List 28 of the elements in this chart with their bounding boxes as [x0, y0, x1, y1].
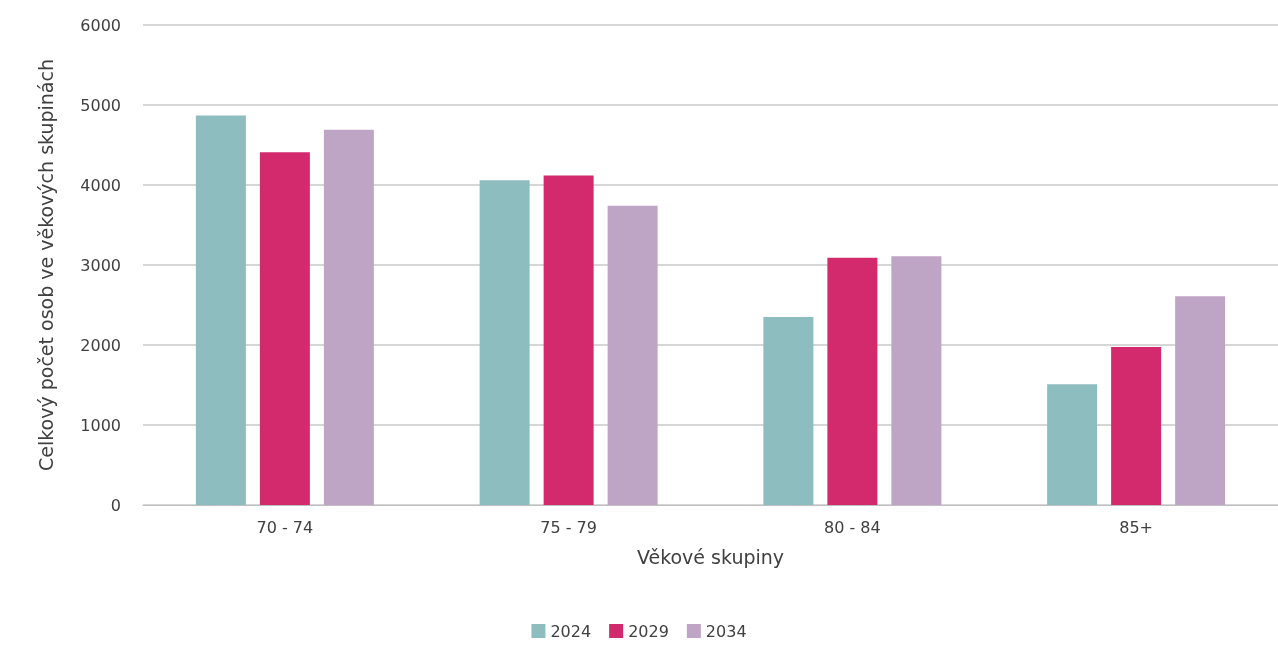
bar — [1175, 296, 1226, 505]
x-tick-label: 70 - 74 — [256, 517, 314, 537]
y-tick-label: 3000 — [80, 255, 121, 275]
legend-label: 2029 — [628, 621, 669, 641]
bar — [607, 205, 658, 505]
legend-label: 2034 — [705, 621, 747, 641]
y-tick-label: 6000 — [80, 15, 121, 35]
y-tick-label: 1000 — [80, 415, 121, 435]
bar — [195, 115, 246, 505]
bar — [1047, 384, 1098, 505]
x-tick-label: 85+ — [1119, 517, 1154, 537]
bar — [891, 256, 942, 505]
bar — [479, 180, 530, 505]
x-tick-label: 80 - 84 — [824, 517, 881, 537]
bar — [323, 129, 374, 505]
y-tick-label: 5000 — [80, 95, 121, 115]
y-tick-label: 4000 — [80, 175, 121, 195]
y-tick-label: 2000 — [80, 335, 121, 355]
y-tick-label: 0 — [110, 495, 121, 515]
y-axis-title: Celkový počet osob ve věkových skupinách — [34, 58, 57, 472]
x-tick-label: 75 - 79 — [540, 517, 597, 537]
bar — [827, 257, 878, 505]
x-axis-title: Věkové skupiny — [636, 545, 785, 568]
bar — [763, 317, 814, 505]
bar — [1111, 347, 1162, 505]
legend-label: 2024 — [550, 621, 592, 641]
bar — [543, 175, 594, 505]
bar — [259, 152, 310, 505]
